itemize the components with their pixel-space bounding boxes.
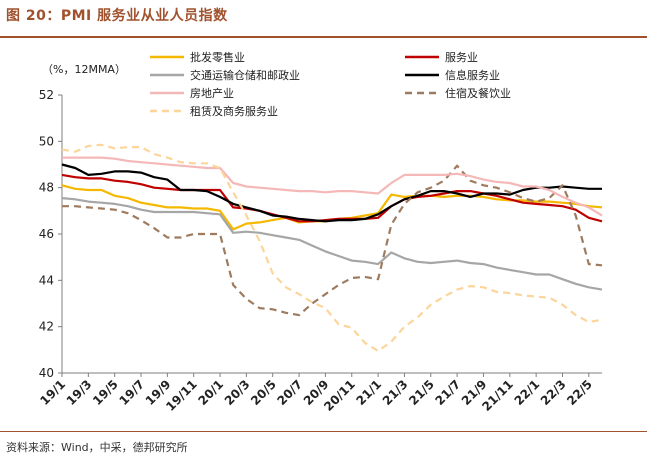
x-tick-label: 19/3 — [64, 377, 95, 408]
x-tick-label: 20/3 — [222, 377, 253, 408]
series-line-5 — [62, 164, 603, 317]
y-tick-label: 50 — [39, 134, 54, 148]
x-tick-label: 19/7 — [116, 377, 147, 408]
legend-label: 交通运输仓储和邮政业 — [190, 68, 300, 82]
y-unit-label: （%，12MMA） — [42, 63, 126, 76]
x-tick-label: 21/3 — [380, 377, 411, 408]
series-line-6 — [62, 156, 603, 217]
x-tick-label: 22/3 — [538, 377, 569, 408]
series-line-7 — [61, 143, 603, 353]
y-tick-label: 42 — [39, 320, 54, 334]
y-tick-label: 44 — [39, 273, 54, 287]
figure-title: 图 20：PMI 服务业从业人员指数 — [6, 8, 228, 24]
legend-label: 服务业 — [445, 51, 478, 64]
y-tick-label: 48 — [39, 181, 54, 195]
legend-label: 租赁及商务服务业 — [190, 104, 278, 118]
legend-label: 信息服务业 — [445, 68, 500, 82]
x-tick-label: 22/5 — [564, 377, 595, 408]
legend-label: 房地产业 — [190, 86, 234, 100]
line-chart: 40424446485052（%，12MMA）19/119/319/519/71… — [37, 50, 603, 414]
series-line-4 — [61, 163, 602, 223]
x-tick-label: 19/5 — [90, 377, 121, 408]
y-tick-label: 40 — [39, 366, 54, 380]
source-note: 资料来源：Wind，中采，德邦研究所 — [6, 441, 188, 454]
source-rule — [0, 431, 647, 432]
y-tick-label: 52 — [39, 88, 54, 102]
chart-axes: 40424446485052（%，12MMA）19/119/319/519/71… — [37, 63, 602, 414]
series-line-2 — [61, 173, 603, 223]
chart-series — [61, 143, 603, 353]
x-tick-label: 22/1 — [512, 377, 543, 408]
legend-label: 住宿及餐饮业 — [445, 86, 511, 100]
x-tick-label: 20/7 — [274, 377, 305, 408]
legend-label: 批发零售业 — [190, 50, 245, 64]
x-tick-label: 21/5 — [406, 377, 437, 408]
x-tick-label: 20/1 — [195, 377, 226, 408]
y-tick-label: 46 — [39, 227, 54, 241]
series-line-3 — [61, 197, 603, 291]
x-tick-label: 21/1 — [354, 377, 385, 408]
x-tick-label: 20/5 — [248, 377, 279, 408]
x-tick-label: 19/1 — [37, 377, 68, 408]
x-tick-label: 21/7 — [433, 377, 464, 408]
title-rule — [0, 36, 647, 38]
